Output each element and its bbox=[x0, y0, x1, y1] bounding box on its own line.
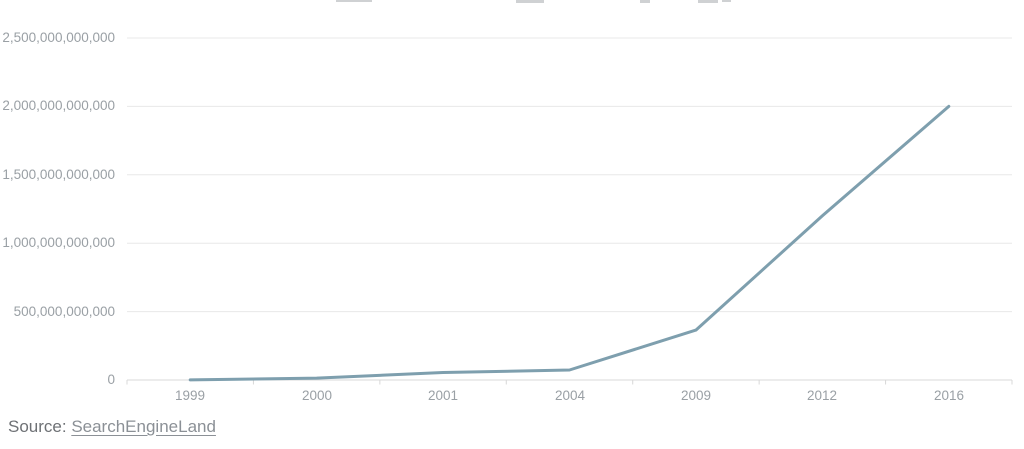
y-axis-label: 1,000,000,000,000 bbox=[2, 235, 115, 250]
x-axis-label: 2001 bbox=[427, 388, 459, 403]
x-axis-label: 1999 bbox=[174, 388, 206, 403]
clipped-title-fragment bbox=[640, 0, 650, 3]
clipped-title-fragment bbox=[722, 0, 731, 2]
x-axis-label: 2000 bbox=[301, 388, 333, 403]
source-prefix: Source: bbox=[8, 417, 72, 436]
x-axis-label: 2009 bbox=[680, 388, 712, 403]
source-attribution: Source: SearchEngineLand bbox=[8, 416, 216, 438]
plot-area bbox=[126, 37, 1013, 385]
clipped-title-fragment bbox=[698, 0, 718, 3]
y-axis-label: 1,500,000,000,000 bbox=[2, 167, 115, 182]
x-axis-label: 2016 bbox=[933, 388, 965, 403]
x-axis-label: 2012 bbox=[806, 388, 838, 403]
y-axis-label: 2,000,000,000,000 bbox=[2, 98, 115, 113]
y-axis-label: 0 bbox=[107, 372, 115, 387]
x-axis-label: 2004 bbox=[554, 388, 586, 403]
y-axis-label: 2,500,000,000,000 bbox=[2, 30, 115, 45]
y-axis-label: 500,000,000,000 bbox=[13, 304, 115, 319]
clipped-title-fragment bbox=[516, 0, 544, 3]
source-link[interactable]: SearchEngineLand bbox=[71, 417, 216, 436]
data-line-series bbox=[188, 104, 951, 382]
clipped-title-fragment bbox=[336, 0, 372, 2]
